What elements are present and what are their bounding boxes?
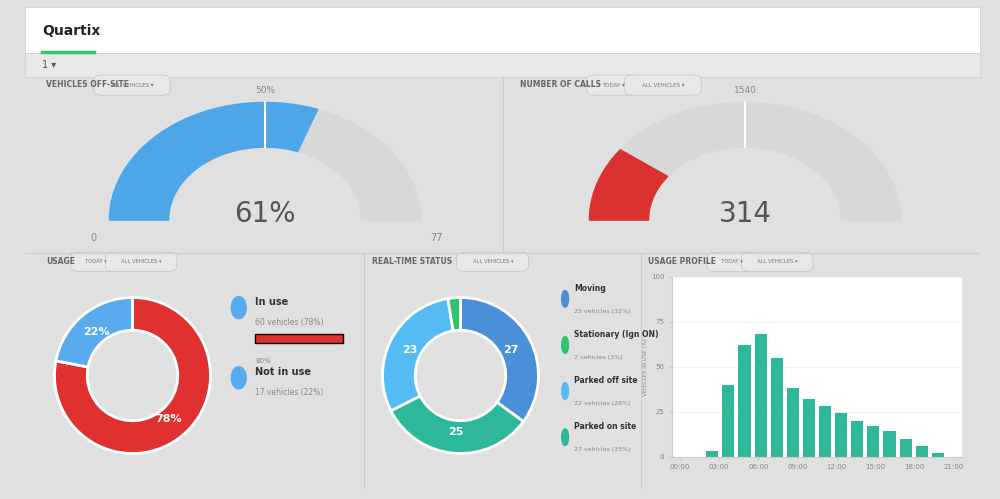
Text: TODAY ▾: TODAY ▾: [85, 259, 107, 264]
Wedge shape: [56, 297, 133, 367]
Text: 22 vehicles (28%): 22 vehicles (28%): [574, 401, 631, 406]
Wedge shape: [460, 297, 538, 422]
Text: 25 vehicles (32%): 25 vehicles (32%): [574, 309, 631, 314]
FancyBboxPatch shape: [25, 53, 980, 77]
Bar: [755, 334, 767, 457]
Text: NUMBER OF CALLS: NUMBER OF CALLS: [520, 80, 601, 89]
Bar: [722, 385, 734, 457]
Text: 2 vehicles (3%): 2 vehicles (3%): [574, 355, 623, 360]
Text: TODAY ▾: TODAY ▾: [721, 259, 743, 264]
Circle shape: [231, 296, 246, 319]
Text: 1540: 1540: [734, 86, 756, 95]
Bar: [738, 345, 751, 457]
Text: 23: 23: [402, 345, 417, 355]
Circle shape: [562, 336, 568, 353]
Wedge shape: [391, 396, 523, 454]
Bar: [867, 426, 879, 457]
Text: 0: 0: [91, 233, 97, 243]
Text: VEHICLES OFF-SITE: VEHICLES OFF-SITE: [46, 80, 129, 89]
Text: 27 vehicles (35%): 27 vehicles (35%): [574, 447, 631, 452]
Text: 25: 25: [448, 427, 464, 437]
Bar: [835, 414, 847, 457]
Y-axis label: VEHICLES IN USE (%): VEHICLES IN USE (%): [643, 338, 648, 396]
FancyBboxPatch shape: [71, 252, 120, 271]
Bar: [819, 406, 831, 457]
Polygon shape: [589, 150, 668, 220]
Text: 27: 27: [504, 345, 519, 355]
Bar: [851, 421, 863, 457]
Bar: [916, 446, 928, 457]
Text: Not in use: Not in use: [255, 367, 311, 377]
Text: Moving: Moving: [574, 284, 606, 293]
Text: ALL VEHICLES ▾: ALL VEHICLES ▾: [111, 82, 153, 87]
Polygon shape: [589, 102, 901, 220]
Wedge shape: [448, 297, 461, 331]
Bar: [771, 358, 783, 457]
Text: Quartix: Quartix: [42, 23, 101, 37]
FancyBboxPatch shape: [25, 7, 980, 53]
Text: ALL VEHICLES ▾: ALL VEHICLES ▾: [121, 259, 162, 264]
Wedge shape: [55, 297, 210, 454]
FancyBboxPatch shape: [707, 252, 757, 271]
Circle shape: [562, 290, 568, 307]
FancyBboxPatch shape: [105, 252, 177, 271]
Bar: [932, 453, 944, 457]
Circle shape: [562, 429, 568, 446]
Bar: [787, 388, 799, 457]
Bar: [883, 432, 896, 457]
Text: USAGE PROFILE: USAGE PROFILE: [648, 257, 716, 266]
Text: ALL VEHICLES ▾: ALL VEHICLES ▾: [642, 82, 684, 87]
Text: USAGE: USAGE: [46, 257, 75, 266]
Text: 17 vehicles (22%): 17 vehicles (22%): [255, 388, 323, 397]
Text: Parked on site: Parked on site: [574, 422, 637, 431]
Text: Stationary (Ign ON): Stationary (Ign ON): [574, 330, 659, 339]
Text: 61%: 61%: [234, 200, 296, 228]
Text: 78%: 78%: [155, 414, 182, 424]
Text: 50%: 50%: [255, 86, 275, 95]
Text: TODAY ▾: TODAY ▾: [602, 82, 625, 87]
Polygon shape: [109, 102, 421, 220]
Text: 80%: 80%: [255, 358, 271, 364]
Bar: [803, 399, 815, 457]
Text: 77: 77: [430, 233, 442, 243]
Polygon shape: [109, 102, 318, 220]
Circle shape: [231, 367, 246, 389]
FancyBboxPatch shape: [457, 252, 528, 271]
Text: Parked off site: Parked off site: [574, 376, 638, 385]
Text: ALL VEHICLES ▾: ALL VEHICLES ▾: [473, 259, 513, 264]
Text: 22%: 22%: [83, 327, 110, 337]
FancyBboxPatch shape: [255, 333, 342, 343]
Circle shape: [562, 383, 568, 399]
FancyBboxPatch shape: [625, 75, 701, 95]
Wedge shape: [382, 298, 453, 411]
Text: REAL-TIME STATUS: REAL-TIME STATUS: [372, 257, 452, 266]
FancyBboxPatch shape: [741, 252, 813, 271]
Text: In use: In use: [255, 297, 288, 307]
Bar: [900, 439, 912, 457]
Text: 314: 314: [718, 200, 772, 228]
FancyBboxPatch shape: [94, 75, 170, 95]
Text: 1 ▾: 1 ▾: [42, 60, 56, 70]
Text: ALL VEHICLES ▾: ALL VEHICLES ▾: [757, 259, 798, 264]
FancyBboxPatch shape: [587, 75, 639, 95]
Bar: [706, 451, 718, 457]
Text: 60 vehicles (78%): 60 vehicles (78%): [255, 318, 324, 327]
